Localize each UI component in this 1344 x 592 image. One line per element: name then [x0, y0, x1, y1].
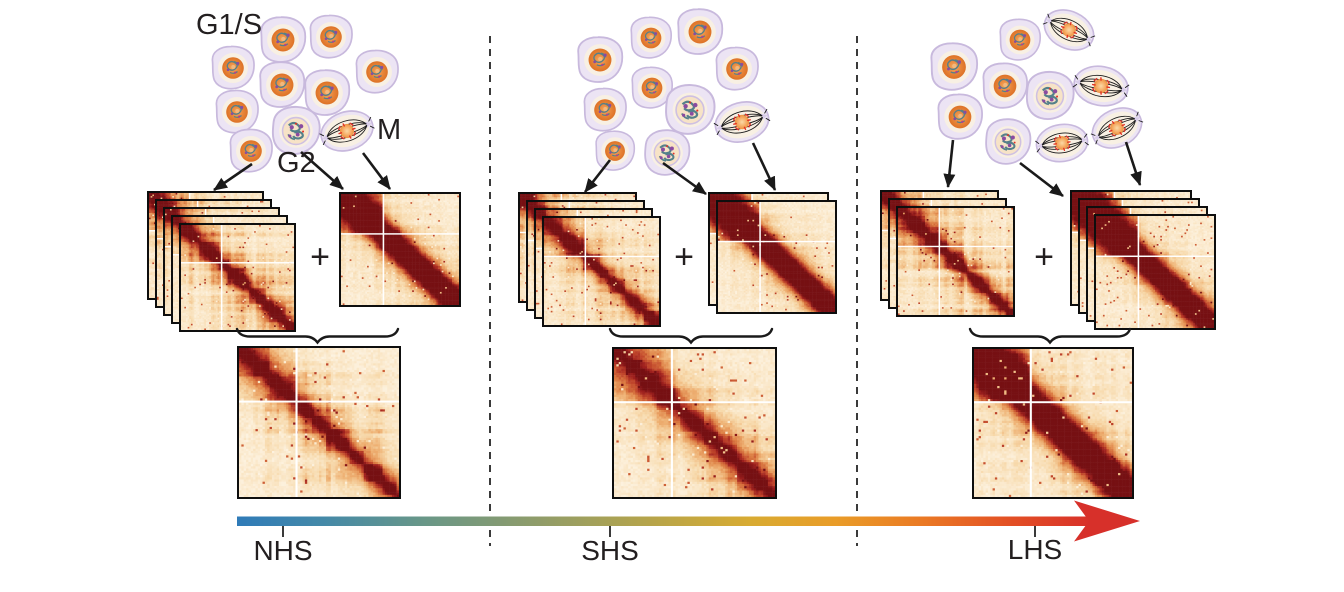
interphase-hic-matrix	[896, 206, 1015, 317]
axis-label-nhs: NHS	[253, 535, 313, 566]
axis-label-lhs: LHS	[1007, 534, 1063, 565]
plus-sign: +	[674, 238, 694, 276]
mitotic-hic-matrix	[1094, 214, 1216, 330]
combined-hic-matrix	[237, 346, 401, 499]
axis-label-shs: SHS	[581, 535, 639, 566]
interphase-hic-matrix	[179, 223, 296, 332]
combined-hic-matrix	[972, 347, 1134, 499]
m-phase-label: M	[377, 114, 402, 146]
g2-phase-label: G2	[277, 147, 316, 179]
combined-hic-matrix	[612, 347, 777, 499]
mitotic-hic-matrix	[716, 200, 837, 314]
g1s-phase-label: G1/S	[196, 9, 263, 41]
mitotic-hic-matrix	[339, 192, 461, 307]
plus-sign: +	[1034, 238, 1054, 276]
interphase-hic-matrix	[542, 216, 661, 327]
plus-sign: +	[310, 238, 330, 276]
